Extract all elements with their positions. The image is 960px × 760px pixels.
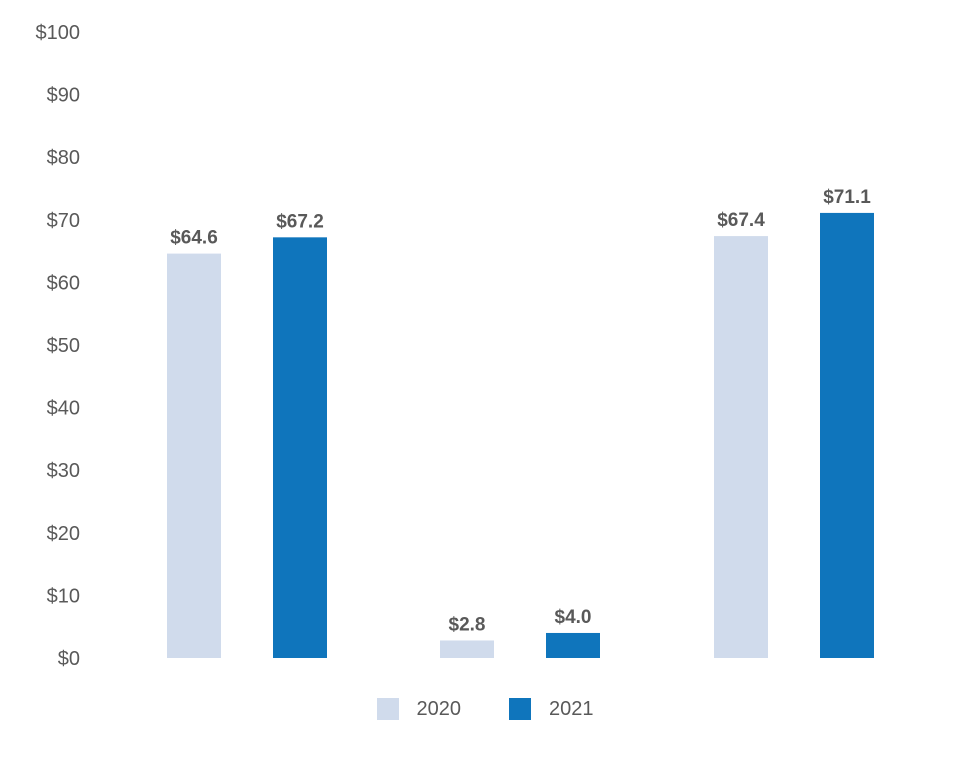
bar-2020-3 bbox=[714, 236, 768, 659]
bars bbox=[167, 212, 874, 659]
y-tick-label: $30 bbox=[47, 460, 80, 482]
bar-2021-3 bbox=[820, 212, 874, 658]
legend-swatch-2021 bbox=[509, 698, 531, 720]
legend-item-2021: 2021 bbox=[509, 698, 594, 721]
bar-2020-2 bbox=[440, 640, 494, 658]
y-tick-label: $80 bbox=[47, 147, 80, 169]
y-tick-label: $70 bbox=[47, 210, 80, 232]
y-tick-label: $10 bbox=[47, 585, 80, 607]
y-tick-label: $40 bbox=[47, 398, 80, 420]
y-tick-label: $100 bbox=[36, 22, 81, 44]
legend-item-2020: 2020 bbox=[376, 697, 462, 721]
data-label-2020-2: $2.8 bbox=[449, 614, 486, 635]
y-tick-label: $60 bbox=[47, 272, 80, 294]
data-label-2021-3: $71.1 bbox=[823, 187, 871, 208]
bar-chart: $0$10$20$30$40$50$60$70$80$90$100 $64.6$… bbox=[36, 22, 874, 670]
bar-2020-1 bbox=[167, 253, 221, 658]
data-label-2020-1: $64.6 bbox=[170, 228, 218, 249]
bar-data-labels: $64.6 $2.8 $67.4 $67.2 $4.0 $71.1 bbox=[170, 187, 871, 636]
data-label-2021-2: $4.0 bbox=[555, 607, 592, 628]
data-label-2020-3: $67.4 bbox=[717, 210, 765, 231]
y-tick-label: $90 bbox=[47, 85, 80, 107]
legend: 2020 2021 bbox=[0, 692, 960, 726]
bar-2021-2 bbox=[546, 632, 600, 658]
data-label-2021-1: $67.2 bbox=[276, 211, 324, 232]
y-tick-label: $20 bbox=[47, 523, 80, 545]
y-axis: $0 $10 $20 $30 $40 $50 $60 $70 $80 $90 $100 bbox=[36, 22, 81, 670]
legend-label-2020: 2020 bbox=[416, 697, 462, 720]
legend-swatch-2020 bbox=[376, 698, 399, 720]
bar-2021-1 bbox=[273, 237, 327, 658]
y-tick-label: $50 bbox=[47, 335, 80, 357]
y-tick-label: $0 bbox=[58, 648, 80, 670]
legend-label-2021: 2021 bbox=[549, 697, 594, 720]
